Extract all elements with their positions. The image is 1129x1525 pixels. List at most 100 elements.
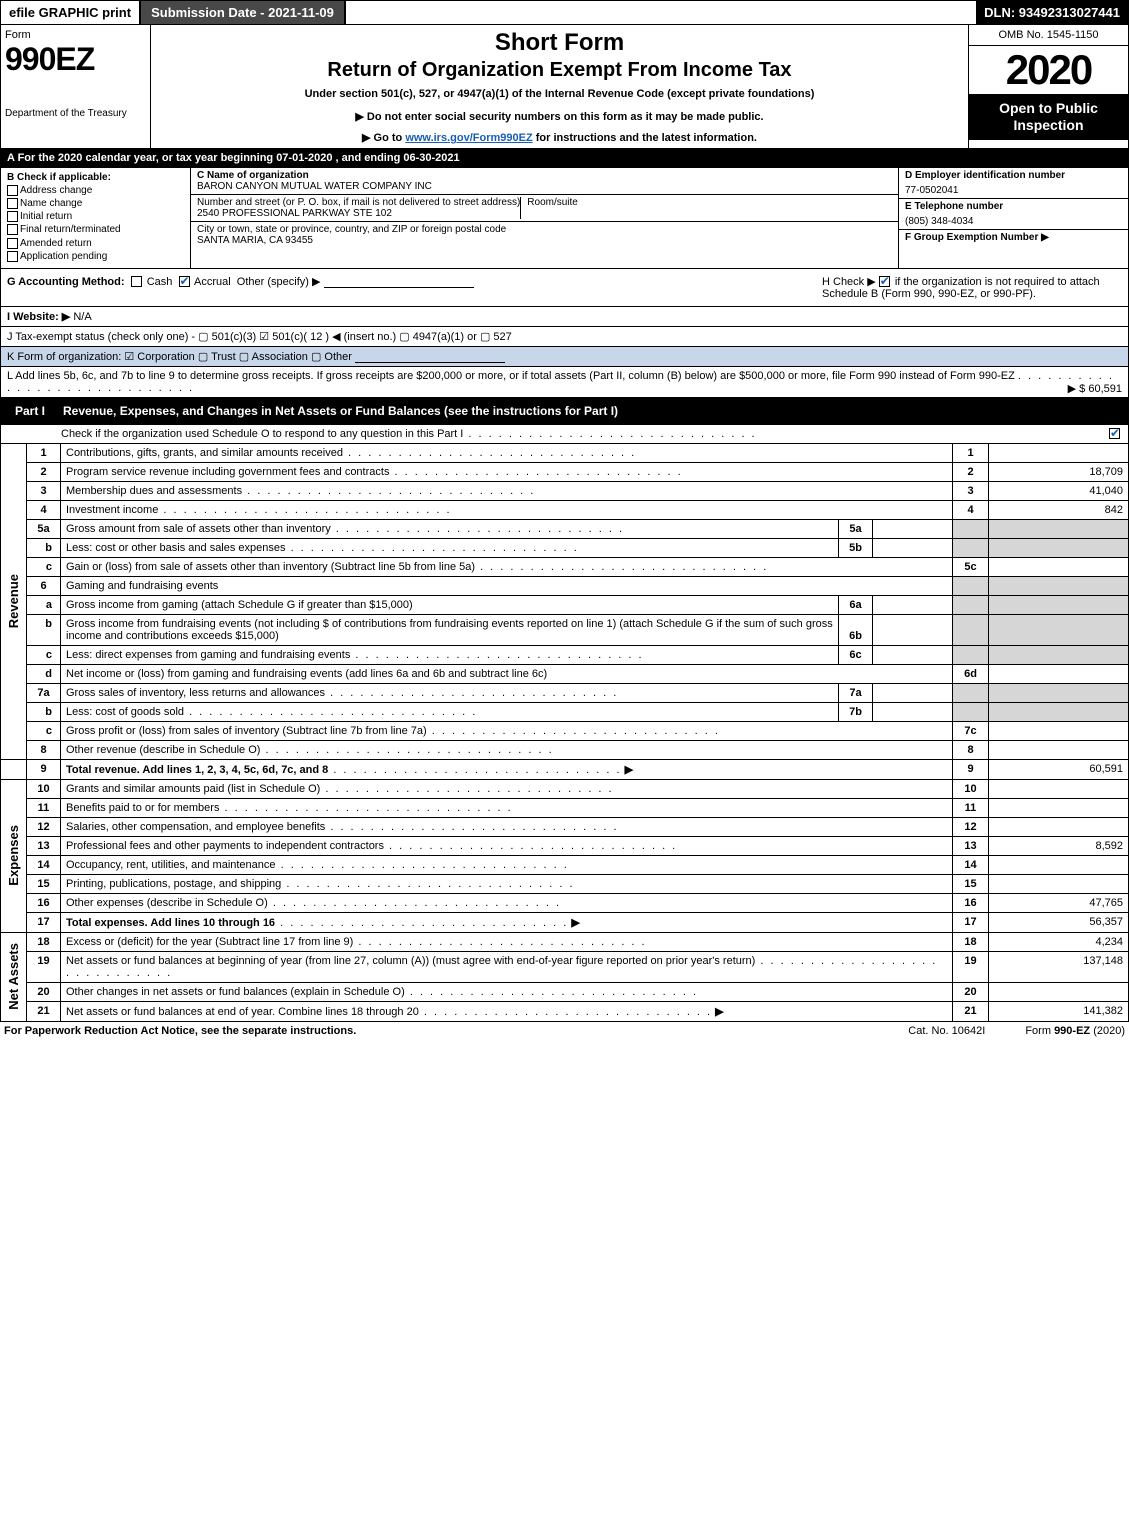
- r9-amt: 60,591: [989, 759, 1129, 779]
- g-other: Other (specify) ▶: [237, 276, 321, 288]
- section-bcd: B Check if applicable: Address change Na…: [0, 168, 1129, 269]
- row-7a: 7a Gross sales of inventory, less return…: [1, 683, 1129, 702]
- chk-address-change[interactable]: Address change: [7, 185, 184, 196]
- g-label: G Accounting Method:: [7, 276, 125, 288]
- org-name: BARON CANYON MUTUAL WATER COMPANY INC: [197, 181, 892, 192]
- r6d-amt: [989, 664, 1129, 683]
- r12-amt: [989, 817, 1129, 836]
- k-blank[interactable]: [355, 351, 505, 363]
- col-d: D Employer identification number 77-0502…: [898, 168, 1128, 268]
- r10-num: 10: [27, 779, 61, 798]
- chk-schedule-o[interactable]: [1109, 428, 1120, 439]
- b-header-text: B Check if applicable:: [7, 172, 111, 183]
- r7b-mid: 7b: [839, 702, 873, 721]
- r7a-midval: [873, 683, 953, 702]
- chk-amended[interactable]: Amended return: [7, 238, 184, 249]
- r2-box: 2: [953, 462, 989, 481]
- r10-desc: Grants and similar amounts paid (list in…: [61, 779, 953, 798]
- line-j: J Tax-exempt status (check only one) - ▢…: [0, 327, 1129, 347]
- group-label: F Group Exemption Number ▶: [905, 232, 1049, 243]
- line-a: A For the 2020 calendar year, or tax yea…: [0, 149, 1129, 168]
- chk-initial-return[interactable]: Initial return: [7, 211, 184, 222]
- open-public: Open to Public Inspection: [969, 94, 1128, 140]
- chk-h[interactable]: [879, 276, 890, 287]
- row-11: 11 Benefits paid to or for members 11: [1, 798, 1129, 817]
- row-city: City or town, state or province, country…: [191, 222, 898, 268]
- row-8: 8 Other revenue (describe in Schedule O)…: [1, 740, 1129, 759]
- r8-desc: Other revenue (describe in Schedule O): [61, 740, 953, 759]
- j-text: J Tax-exempt status (check only one) - ▢…: [7, 331, 512, 343]
- row-7b: b Less: cost of goods sold 7b: [1, 702, 1129, 721]
- header-right: OMB No. 1545-1150 2020 Open to Public In…: [968, 25, 1128, 148]
- r2-amt: 18,709: [989, 462, 1129, 481]
- topbar-spacer: [346, 1, 976, 24]
- r7b-greyamt: [989, 702, 1129, 721]
- opt-address: Address change: [20, 185, 92, 196]
- chk-cash[interactable]: [131, 276, 142, 287]
- irs-link[interactable]: www.irs.gov/Form990EZ: [405, 132, 532, 144]
- r6c-midval: [873, 645, 953, 664]
- r5a-greyamt: [989, 519, 1129, 538]
- r7c-box: 7c: [953, 721, 989, 740]
- row-15: 15 Printing, publications, postage, and …: [1, 874, 1129, 893]
- page-footer: For Paperwork Reduction Act Notice, see …: [0, 1022, 1129, 1040]
- r20-box: 20: [953, 982, 989, 1001]
- r7b-num: b: [27, 702, 61, 721]
- r7b-greybox: [953, 702, 989, 721]
- chk-name-change[interactable]: Name change: [7, 198, 184, 209]
- opt-final: Final return/terminated: [20, 225, 121, 236]
- r15-amt: [989, 874, 1129, 893]
- r6b-greyamt: [989, 614, 1129, 645]
- r4-amt: 842: [989, 500, 1129, 519]
- subtitle-2: ▶ Do not enter social security numbers o…: [159, 110, 960, 123]
- r9-num: 9: [27, 759, 61, 779]
- r6c-greybox: [953, 645, 989, 664]
- row-6b: b Gross income from fundraising events (…: [1, 614, 1129, 645]
- r5a-midval: [873, 519, 953, 538]
- r14-box: 14: [953, 855, 989, 874]
- r7c-desc: Gross profit or (loss) from sales of inv…: [61, 721, 953, 740]
- opt-amended: Amended return: [20, 238, 92, 249]
- ein-label: D Employer identification number: [899, 168, 1128, 183]
- r8-amt: [989, 740, 1129, 759]
- r7a-mid: 7a: [839, 683, 873, 702]
- part1-note-text: Check if the organization used Schedule …: [61, 428, 1109, 440]
- dln-label: DLN: 93492313027441: [976, 1, 1128, 24]
- website-value: N/A: [73, 311, 91, 323]
- form-header: Form 990EZ Department of the Treasury Sh…: [0, 25, 1129, 149]
- efile-label[interactable]: efile GRAPHIC print: [1, 1, 139, 24]
- street-label: Number and street (or P. O. box, if mail…: [197, 197, 520, 208]
- r15-box: 15: [953, 874, 989, 893]
- group-exemption: F Group Exemption Number ▶: [899, 229, 1128, 268]
- chk-pending[interactable]: Application pending: [7, 251, 184, 262]
- submission-date: Submission Date - 2021-11-09: [139, 1, 346, 24]
- r6b-desc: Gross income from fundraising events (no…: [61, 614, 839, 645]
- r5a-num: 5a: [27, 519, 61, 538]
- r5b-mid: 5b: [839, 538, 873, 557]
- r5c-desc: Gain or (loss) from sale of assets other…: [61, 557, 953, 576]
- r21-desc: Net assets or fund balances at end of ye…: [61, 1001, 953, 1021]
- footer-left: For Paperwork Reduction Act Notice, see …: [4, 1025, 908, 1037]
- g-other-blank[interactable]: [324, 276, 474, 288]
- tel-value: (805) 348-4034: [899, 214, 1128, 229]
- opt-name: Name change: [20, 198, 82, 209]
- r15-desc: Printing, publications, postage, and shi…: [61, 874, 953, 893]
- r9-box: 9: [953, 759, 989, 779]
- col-b: B Check if applicable: Address change Na…: [1, 168, 191, 268]
- row-6d: d Net income or (loss) from gaming and f…: [1, 664, 1129, 683]
- main-title: Return of Organization Exempt From Incom…: [159, 59, 960, 82]
- r5b-num: b: [27, 538, 61, 557]
- chk-final-return[interactable]: Final return/terminated: [7, 224, 184, 235]
- r21-num: 21: [27, 1001, 61, 1021]
- r3-desc: Membership dues and assessments: [61, 481, 953, 500]
- r5c-amt: [989, 557, 1129, 576]
- g-accrual: Accrual: [194, 276, 231, 288]
- r6-greyamt: [989, 576, 1129, 595]
- r16-desc: Other expenses (describe in Schedule O): [61, 893, 953, 912]
- opt-pending: Application pending: [20, 251, 107, 262]
- r6-desc: Gaming and fundraising events: [61, 576, 953, 595]
- r12-box: 12: [953, 817, 989, 836]
- r6d-num: d: [27, 664, 61, 683]
- chk-accrual[interactable]: [179, 276, 190, 287]
- row-5a: 5a Gross amount from sale of assets othe…: [1, 519, 1129, 538]
